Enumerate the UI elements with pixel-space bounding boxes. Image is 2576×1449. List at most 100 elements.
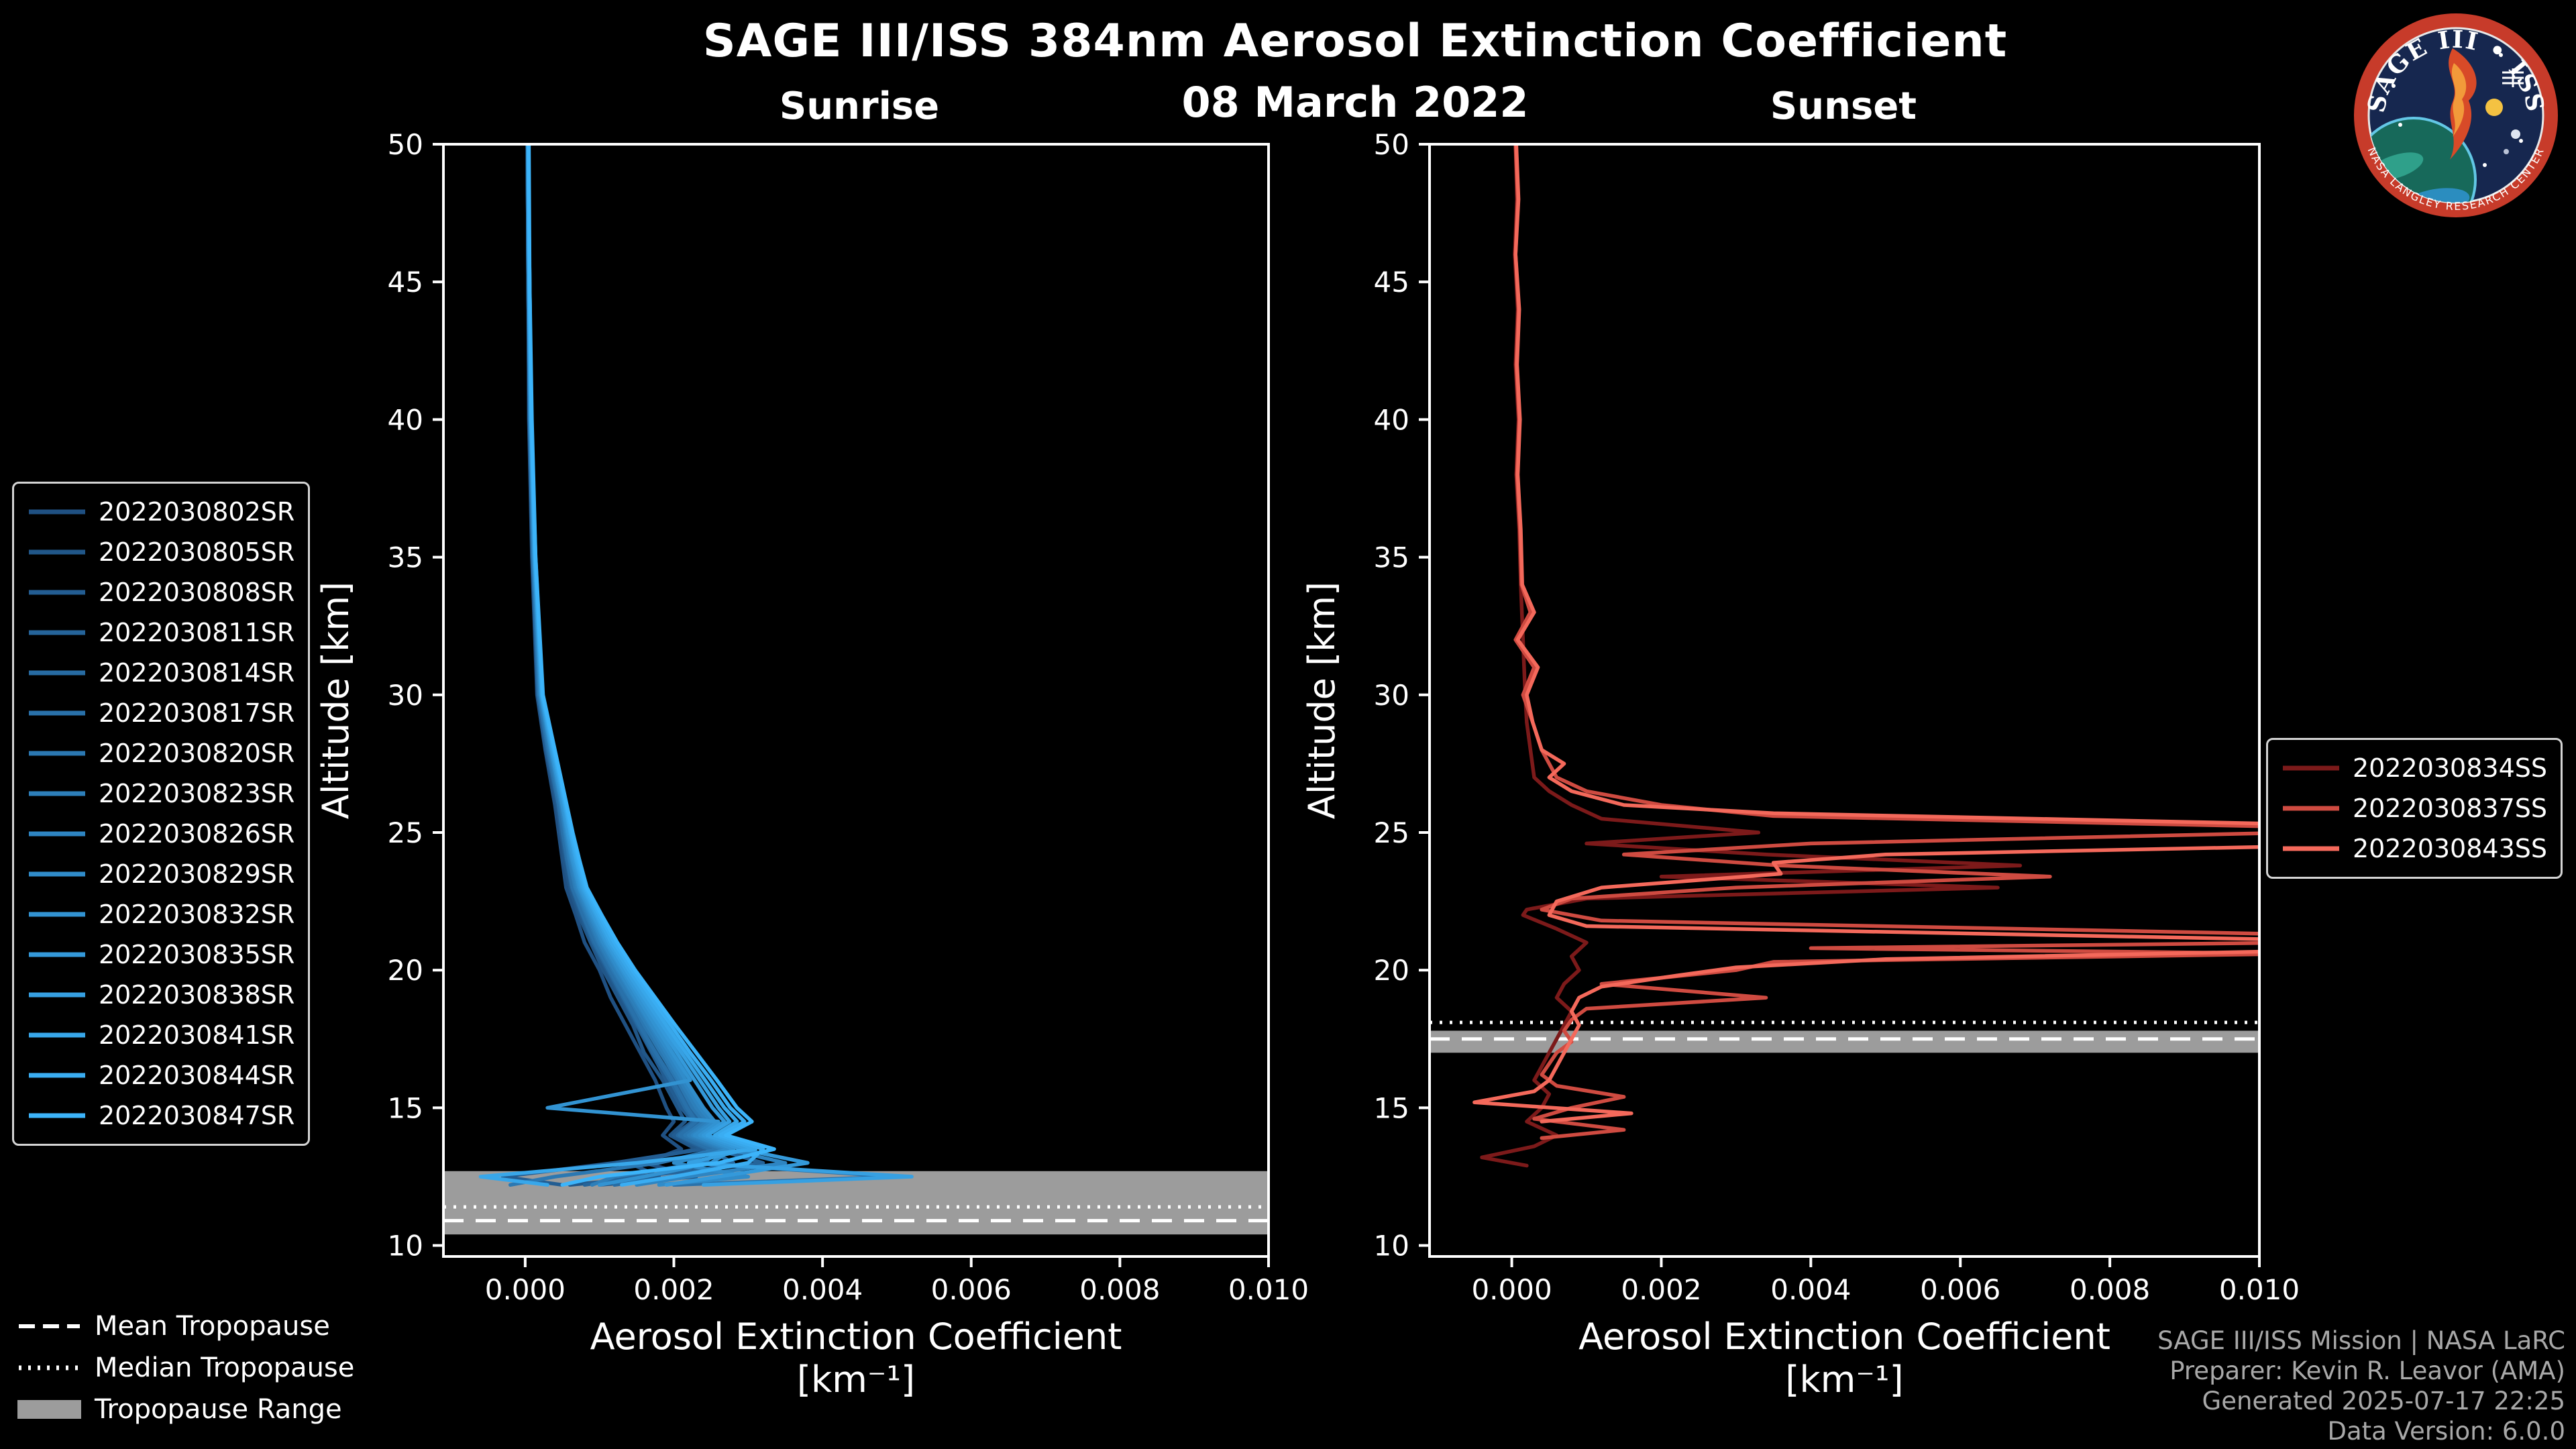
legend-item-label: 2022030843SS [2353,834,2548,863]
legend-item: 2022030832SR [28,894,294,934]
legend-item-label: 2022030835SR [99,940,295,969]
legend-item-label: 2022030811SR [99,618,295,647]
legend-item-label: 2022030844SR [99,1061,295,1090]
sunset-legend: 2022030834SS 2022030837SS 2022030843SS [2266,738,2563,879]
legend-item-label: 2022030802SR [99,497,295,527]
svg-text:45: 45 [388,266,423,299]
legend-line-sample [29,630,85,635]
footer-credits: SAGE III/ISS Mission | NASA LaRC Prepare… [2157,1326,2565,1446]
y-axis-label: Altitude [km] [315,582,357,819]
plot-border [1428,143,2261,1258]
legend-line-sample [29,831,85,837]
sun-icon [2485,99,2503,116]
svg-text:15: 15 [1374,1091,1409,1124]
profile-line [1472,144,2259,1124]
band-sample [17,1400,81,1419]
profile-line [527,144,776,1187]
svg-text:30: 30 [1374,679,1409,712]
legend-item: 2022030844SR [28,1055,294,1095]
svg-text:0.010: 0.010 [1228,1273,1309,1306]
svg-text:20: 20 [1374,954,1409,987]
legend-item-label: 2022030829SR [99,859,295,889]
plot-area [443,144,1269,1235]
legend-line-sample [29,670,85,676]
legend-item-label: 2022030805SR [99,537,295,567]
legend-item-label: 2022030834SS [2353,753,2548,783]
sage-iii-iss-logo: SAGE III • ISS NASA LANGLEY RESEARCH CEN… [2352,7,2560,223]
profile-line [1513,144,2259,1140]
svg-text:0.002: 0.002 [1621,1273,1701,1306]
svg-text:40: 40 [1374,403,1409,436]
legend-line-sample [29,1113,85,1118]
legend-line-sample [2283,846,2339,851]
profile-line [1480,144,2023,1168]
svg-text:30: 30 [388,679,423,712]
legend-item-label: 2022030838SR [99,980,295,1010]
legend-item: 2022030817SR [28,693,294,733]
legend-item-label: 2022030817SR [99,698,295,728]
legend-item-label: 2022030832SR [99,900,295,929]
footer-line-version: Data Version: 6.0.0 [2327,1417,2565,1446]
x-axis-label: Aerosol Extinction Coefficient [1578,1316,2110,1358]
svg-text:50: 50 [1374,128,1409,161]
svg-text:10: 10 [388,1230,423,1263]
tropopause-legend-label: Median Tropopause [95,1352,355,1383]
legend-item: 2022030820SR [28,733,294,773]
svg-text:0.000: 0.000 [1471,1273,1552,1306]
plot-border [442,143,1270,1258]
svg-text:25: 25 [388,816,423,849]
x-axis-units-label: [km⁻¹] [1785,1358,1903,1401]
legend-item: 2022030843SS [2282,828,2547,869]
svg-text:0.008: 0.008 [2070,1273,2150,1306]
x-axis: 0.000 0.002 0.004 0.006 0.008 0.010 [1471,1256,2300,1306]
svg-text:10: 10 [1374,1230,1409,1263]
legend-item: 2022030837SS [2282,788,2547,828]
svg-text:0.010: 0.010 [2219,1273,2300,1306]
tropopause-legend: Mean Tropopause Median Tropopause Tropopau… [17,1305,354,1430]
legend-line-sample [29,871,85,877]
footer-line-generated: Generated 2025-07-17 22:25 [2202,1387,2565,1415]
y-axis-label: Altitude [km] [1301,582,1343,819]
y-axis: 10 15 20 25 30 35 40 45 50 [388,128,443,1263]
svg-text:25: 25 [1374,816,1409,849]
tropopause-legend-label: Tropopause Range [95,1394,342,1425]
tropopause-legend-item: Tropopause Range [17,1389,354,1430]
profile-line [525,144,735,1187]
svg-text:20: 20 [388,954,423,987]
mission-patch: SAGE III • ISS NASA LANGLEY RESEARCH CEN… [2354,13,2558,217]
legend-line-sample [29,549,85,555]
chart-panel-sunset: 0.000 0.002 0.004 0.006 0.008 0.010 10 15 20 25 30… [1301,128,2300,1401]
svg-text:40: 40 [388,403,423,436]
y-axis: 10 15 20 25 30 35 40 45 50 [1374,128,1430,1263]
sunrise-legend: 2022030802SR 2022030805SR 2022030808SR 2022… [12,482,311,1146]
legend-item: 2022030808SR [28,572,294,612]
legend-item: 2022030838SR [28,975,294,1015]
legend-item: 2022030805SR [28,532,294,572]
legend-item-label: 2022030820SR [99,739,295,768]
footer-line-mission: SAGE III/ISS Mission | NASA LaRC [2157,1326,2565,1355]
svg-text:0.004: 0.004 [782,1273,863,1306]
tropopause-legend-label: Mean Tropopause [95,1311,330,1342]
svg-text:45: 45 [1374,266,1409,299]
svg-text:15: 15 [388,1091,423,1124]
tropopause-legend-item: Median Tropopause [17,1347,354,1389]
legend-item: 2022030835SR [28,934,294,975]
legend-line-sample [2283,765,2339,771]
svg-text:0.006: 0.006 [1920,1273,2000,1306]
legend-item-label: 2022030826SR [99,819,295,849]
dotted-line-sample [19,1365,80,1371]
legend-item: 2022030811SR [28,612,294,653]
legend-item: 2022030841SR [28,1015,294,1055]
footer-line-preparer: Preparer: Kevin R. Leavor (AMA) [2169,1356,2565,1385]
svg-text:0.004: 0.004 [1770,1273,1851,1306]
legend-line-sample [29,1032,85,1038]
profile-line [526,144,724,1187]
legend-line-sample [29,992,85,998]
legend-item: 2022030814SR [28,653,294,693]
dashed-line-sample [19,1324,80,1328]
legend-item-label: 2022030847SR [99,1101,295,1130]
svg-text:35: 35 [388,541,423,574]
planet-icon [2511,129,2520,139]
